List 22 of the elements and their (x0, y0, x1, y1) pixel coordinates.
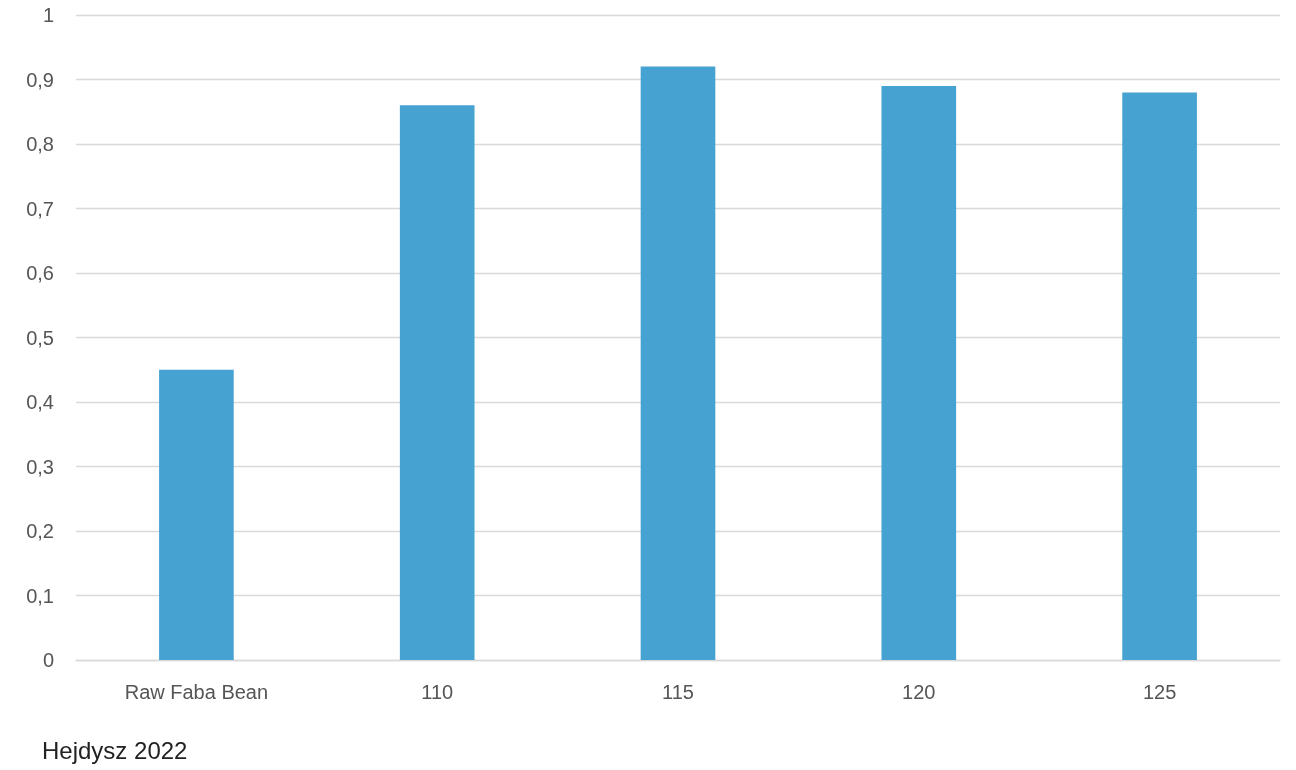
x-tick-label: 120 (902, 681, 936, 703)
y-tick-label: 0,8 (26, 133, 54, 155)
y-tick-label: 0,3 (26, 455, 54, 478)
bar (399, 105, 475, 660)
y-tick-label: 0,9 (26, 68, 54, 91)
bar (159, 369, 234, 660)
bar (881, 85, 957, 660)
bar (640, 66, 716, 660)
y-tick-label: 0,1 (26, 584, 54, 607)
y-tick-label: 0,7 (26, 197, 54, 220)
y-tick-label: 1 (42, 4, 54, 26)
x-tick-label: 115 (662, 681, 694, 703)
x-tick-label: 110 (421, 681, 454, 703)
y-tick-label: 0,6 (26, 262, 54, 284)
bar (1122, 92, 1197, 660)
y-tick-label: 0,4 (26, 391, 54, 413)
y-tick-label: 0,2 (26, 520, 54, 542)
x-tick-label: 125 (1142, 681, 1177, 703)
x-tick-label: Raw Faba Bean (124, 681, 269, 703)
text: Hejdysz 2022 (42, 736, 188, 764)
y-tick-label: 0 (42, 649, 54, 671)
y-tick-label: 0,5 (26, 326, 54, 349)
